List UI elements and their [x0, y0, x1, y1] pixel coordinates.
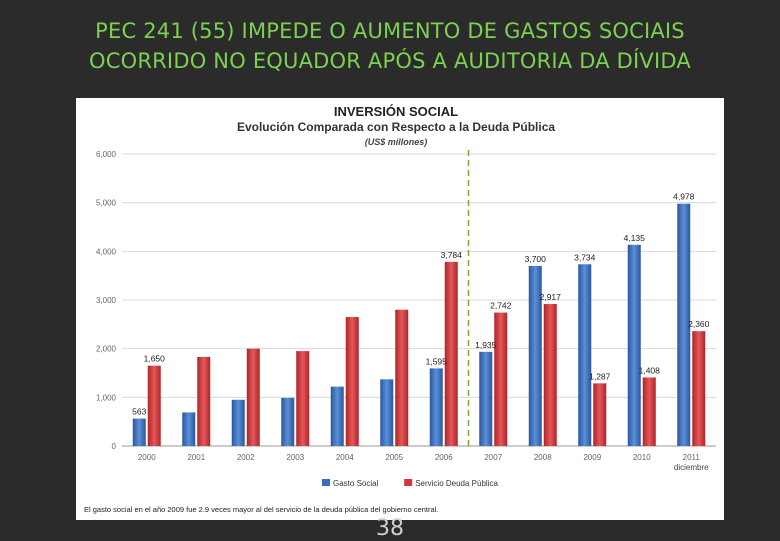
data-label: 563 [132, 407, 146, 417]
bar [528, 265, 542, 446]
x-tick-label: 2007 [484, 453, 502, 462]
x-tick-label: 2005 [385, 453, 403, 462]
bar [692, 331, 706, 446]
y-tick-label: 4,000 [96, 247, 117, 256]
x-tick-note: diciembre [674, 463, 709, 472]
y-tick-label: 6,000 [96, 150, 117, 159]
slide-title-line-1: PEC 241 (55) IMPEDE O AUMENTO DE GASTOS … [95, 19, 685, 43]
legend-label: Servicio Deuda Pública [415, 479, 498, 488]
x-tick-label: 2004 [336, 453, 354, 462]
page-number: 38 [376, 516, 404, 541]
data-label: 1,595 [426, 356, 448, 366]
legend-label: Gasto Social [333, 479, 379, 488]
bar [182, 412, 196, 446]
y-tick-label: 3,000 [96, 296, 117, 305]
bar [395, 309, 409, 446]
x-tick-label: 2000 [138, 453, 156, 462]
chart-footnote: El gasto social en el año 2009 fue 2.9 v… [84, 505, 438, 514]
data-label: 3,700 [525, 254, 547, 264]
x-tick-label: 2009 [583, 453, 601, 462]
bar [642, 377, 656, 446]
data-label: 2,917 [540, 292, 562, 302]
bar [444, 261, 458, 446]
y-tick-label: 5,000 [96, 199, 117, 208]
bar [543, 304, 557, 446]
chart-panel: INVERSIÓN SOCIAL Evolución Comparada con… [76, 98, 724, 520]
data-label: 2,742 [490, 301, 512, 311]
data-label: 2,360 [688, 319, 710, 329]
chart-unit-label: (US$ millones) [365, 137, 428, 147]
bar [147, 365, 161, 446]
bar [281, 397, 295, 446]
x-tick-label: 2002 [237, 453, 255, 462]
bar [429, 368, 443, 446]
data-label: 1,287 [589, 371, 611, 381]
x-tick-label: 2008 [534, 453, 552, 462]
bar [494, 312, 508, 446]
x-tick-label: 2011 [683, 453, 701, 462]
bar [246, 348, 260, 446]
bar [296, 351, 310, 446]
bar [345, 317, 359, 446]
bar-chart: INVERSIÓN SOCIAL Evolución Comparada con… [84, 104, 716, 514]
chart-subtitle: Evolución Comparada con Respecto a la De… [237, 120, 555, 134]
data-label: 4,135 [624, 233, 646, 243]
y-tick-label: 2,000 [96, 345, 117, 354]
data-label: 1,935 [475, 340, 497, 350]
bar [677, 203, 691, 446]
x-tick-label: 2010 [633, 453, 651, 462]
data-label: 4,978 [673, 192, 695, 202]
data-label: 1,408 [639, 365, 661, 375]
x-tick-label: 2001 [187, 453, 205, 462]
bar [231, 399, 245, 446]
y-tick-label: 1,000 [96, 393, 117, 402]
bar [380, 379, 394, 446]
legend-swatch [322, 479, 330, 486]
chart-title: INVERSIÓN SOCIAL [334, 104, 458, 119]
data-label: 1,650 [144, 354, 166, 364]
data-label: 3,734 [574, 252, 596, 262]
slide-title: PEC 241 (55) IMPEDE O AUMENTO DE GASTOS … [0, 16, 780, 76]
bar [578, 264, 592, 446]
bar [479, 351, 493, 446]
x-tick-label: 2003 [286, 453, 304, 462]
data-label: 3,784 [441, 250, 463, 260]
bar [593, 383, 607, 446]
bar [132, 418, 146, 446]
legend-swatch [404, 479, 413, 486]
bar [330, 386, 344, 446]
x-tick-label: 2006 [435, 453, 453, 462]
y-tick-label: 0 [112, 442, 117, 451]
slide-title-line-2: OCORRIDO NO EQUADOR APÓS A AUDITORIA DA … [89, 49, 691, 73]
bar [627, 244, 641, 446]
bar [197, 356, 211, 446]
